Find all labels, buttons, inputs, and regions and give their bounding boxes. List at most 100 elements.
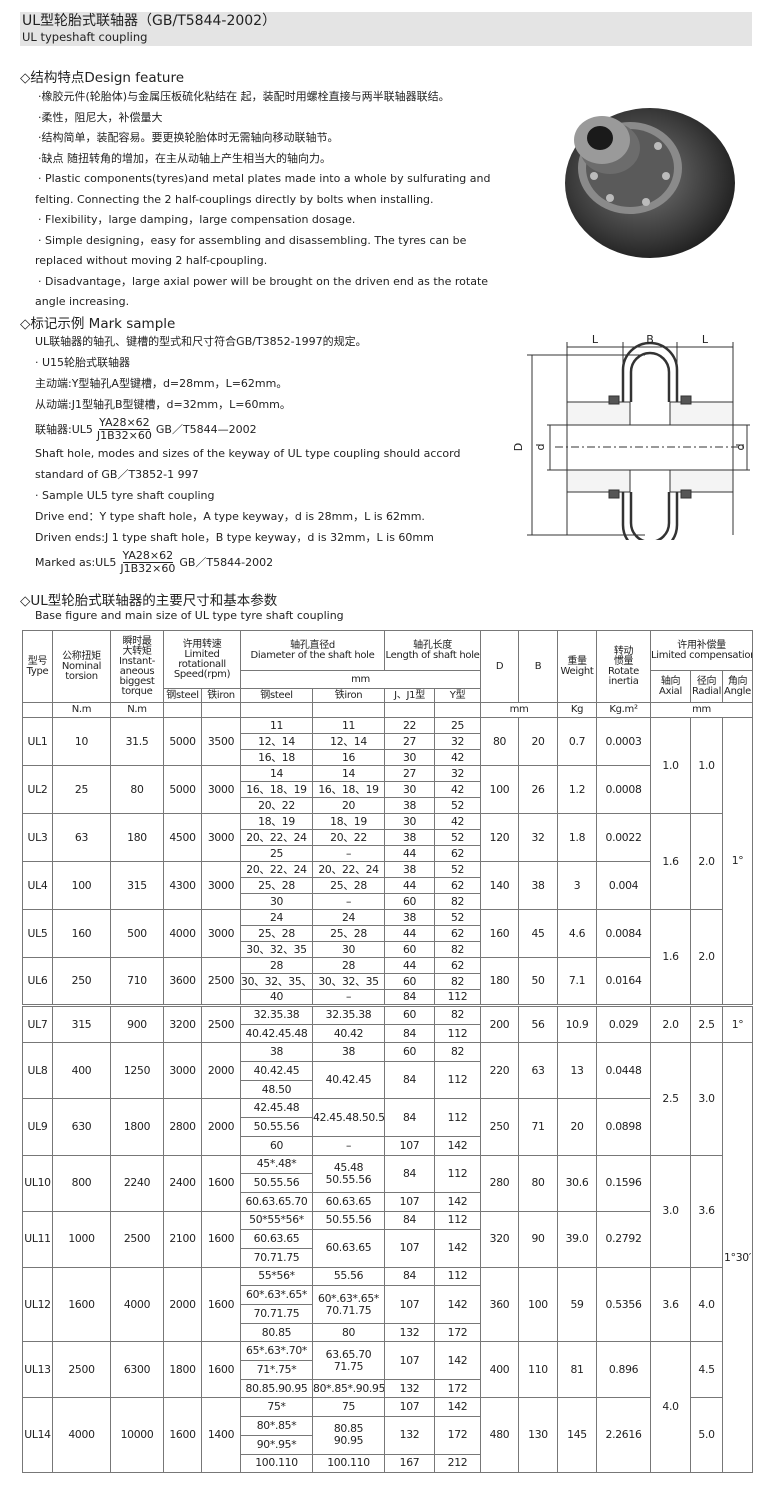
table-cell: 20 — [312, 797, 386, 814]
table-cell: 1600 — [200, 1154, 242, 1212]
table-row: 100.110 100.110 167 212 — [23, 1453, 753, 1474]
table-cell: 120 — [480, 813, 520, 862]
table-cell: 52 — [434, 861, 482, 878]
table-row: UL8 400 1250 3000 2000 38 38 60 82 220 63 13 0.0448 2… — [22, 1042, 754, 1474]
section-heading: ◇结构特点Design feature — [20, 70, 185, 86]
fraction: YA28×62 J1B32×60 — [120, 549, 175, 575]
table-cell: UL9 — [22, 1098, 53, 1156]
table-cell: 145 — [557, 1397, 598, 1474]
table-cell: 1250 — [110, 1042, 164, 1100]
table-cell: 38 — [384, 861, 436, 878]
table-cell: 27 — [384, 733, 436, 750]
cell-line: Axial — [659, 685, 682, 697]
table-cell: 30.6 — [557, 1154, 598, 1212]
table-cell — [312, 702, 386, 718]
table-cell: 10.9 — [557, 1003, 598, 1044]
table-cell: 82 — [434, 893, 482, 910]
table-cell: 3000 — [200, 909, 242, 958]
table-cell: 24 — [240, 909, 314, 926]
table-cell: 28 — [240, 957, 314, 974]
table-cell: 80 — [312, 1322, 386, 1343]
table-cell: 2.0 — [650, 1003, 692, 1044]
cell-line: Limited compensation — [651, 649, 753, 661]
table-cell: 107 — [384, 1341, 436, 1380]
table-cell: 56 — [518, 1003, 559, 1044]
table-cell: 30 — [384, 781, 436, 798]
table-cell: 0.0164 — [596, 957, 652, 1006]
dimension-label: D — [512, 443, 525, 451]
table-cell: 60 — [384, 1004, 436, 1025]
table-cell: 132 — [384, 1378, 436, 1399]
cell-line: Length of shaft hole — [385, 649, 480, 661]
table-cell: 4.5 — [690, 1341, 724, 1399]
table-cell: 30、32、35 — [312, 973, 386, 990]
table-cell: 180 — [480, 957, 520, 1006]
table-cell: 2800 — [163, 1098, 202, 1156]
feature-item: ·橡胶元件(轮胎体)与金属压板硫化粘结在 起，装配时用螺栓直接与两半联轴器联结。 — [38, 90, 450, 103]
table-cell: 1600 — [200, 1341, 242, 1399]
table-cell — [240, 702, 314, 718]
table-cell: 80*.85* — [240, 1416, 314, 1436]
table-cell: 25、28 — [240, 925, 314, 942]
table-cell: mm — [480, 702, 559, 718]
cell-line: Weight — [560, 665, 594, 677]
fraction-denominator: J1B32×60 — [96, 428, 152, 442]
table-row: 90*.95* — [23, 1434, 753, 1455]
table-cell: 1000 — [52, 1210, 111, 1268]
table-cell: 0.7 — [557, 717, 598, 766]
table-cell: 30 — [384, 813, 436, 830]
table-cell: 40.42.45 — [312, 1061, 386, 1100]
sample-line: 从动端:J1型轴孔B型键槽，d=32mm，L=60mm。 — [35, 398, 291, 411]
table-cell: 16、18 — [240, 749, 314, 766]
cell-line: 90.95 — [333, 1434, 364, 1448]
table-cell: 84 — [384, 1266, 436, 1287]
table-cell: 132 — [384, 1322, 436, 1343]
table-cell — [200, 702, 242, 718]
table-cell: 81 — [557, 1341, 598, 1399]
table-cell: 20 — [518, 717, 559, 766]
table-row: 70.71.75 — [23, 1247, 753, 1268]
table-cell: 1600 — [52, 1266, 111, 1343]
table-cell: 6300 — [110, 1341, 164, 1399]
table-cell: D — [480, 630, 520, 703]
table-row: 16、18 16 30 42 — [23, 749, 753, 766]
table-cell: 50.55.56 — [240, 1117, 314, 1137]
table-cell: 60*.63*.65* 70.71.75 — [312, 1285, 386, 1324]
cell-line: 50.55.56 — [325, 1172, 372, 1186]
table-row: 16、18、19 16、18、19 30 42 — [23, 781, 753, 798]
dimension-label: d — [534, 444, 547, 451]
table-cell: – — [312, 845, 386, 862]
formula-suffix: GB／T5844—2002 — [155, 423, 257, 436]
table-cell: 12、14 — [240, 733, 314, 750]
table-cell: 44 — [384, 925, 436, 942]
table-cell: 38 — [312, 1042, 386, 1063]
table-cell: 315 — [110, 861, 164, 910]
table-cell: 38 — [518, 861, 559, 910]
table-row: 12、14 12、14 27 32 — [23, 733, 753, 750]
table-cell: 70.71.75 — [240, 1247, 314, 1268]
table-cell: Y型 — [434, 688, 482, 703]
table-cell: 钢steel — [163, 688, 202, 703]
table-cell: 10 — [52, 717, 111, 766]
table-cell: 31.5 — [110, 717, 164, 766]
table-cell: 26 — [518, 765, 559, 814]
table-row: 60.63.65.70 60.63.65 107 142 — [23, 1191, 753, 1212]
table-row: 50.55.56 — [23, 1117, 753, 1137]
cell-line: 惯量 — [613, 655, 634, 667]
cell-line: 71.75 — [333, 1359, 364, 1373]
table-row: 40–84 112 — [23, 989, 753, 1006]
table-cell: 25、28 — [312, 925, 386, 942]
table-cell: 107 — [384, 1397, 436, 1418]
table-row: 70.71.75 — [23, 1304, 753, 1324]
table-cell: 90*.95* — [240, 1434, 314, 1455]
cell-line: 重量 — [567, 655, 587, 667]
cell-line: rotationall — [178, 658, 226, 670]
table-cell: 112 — [434, 1266, 482, 1287]
table-row: UL9 630 1800 2800 2000 42.45.48 42.45.48.50.55… — [22, 1098, 753, 1156]
table-cell: 32.35.38 — [240, 1004, 314, 1025]
table-row: 80.85 80 132 172 — [23, 1322, 753, 1343]
table-cell: 2400 — [163, 1154, 202, 1212]
table-cell: 172 — [434, 1322, 482, 1343]
table-row: UL6 250 710 3600 2500 28 28 44 62 180 50 7.1 0.0164 — [22, 957, 753, 1006]
table-cell: Kg — [557, 702, 598, 718]
